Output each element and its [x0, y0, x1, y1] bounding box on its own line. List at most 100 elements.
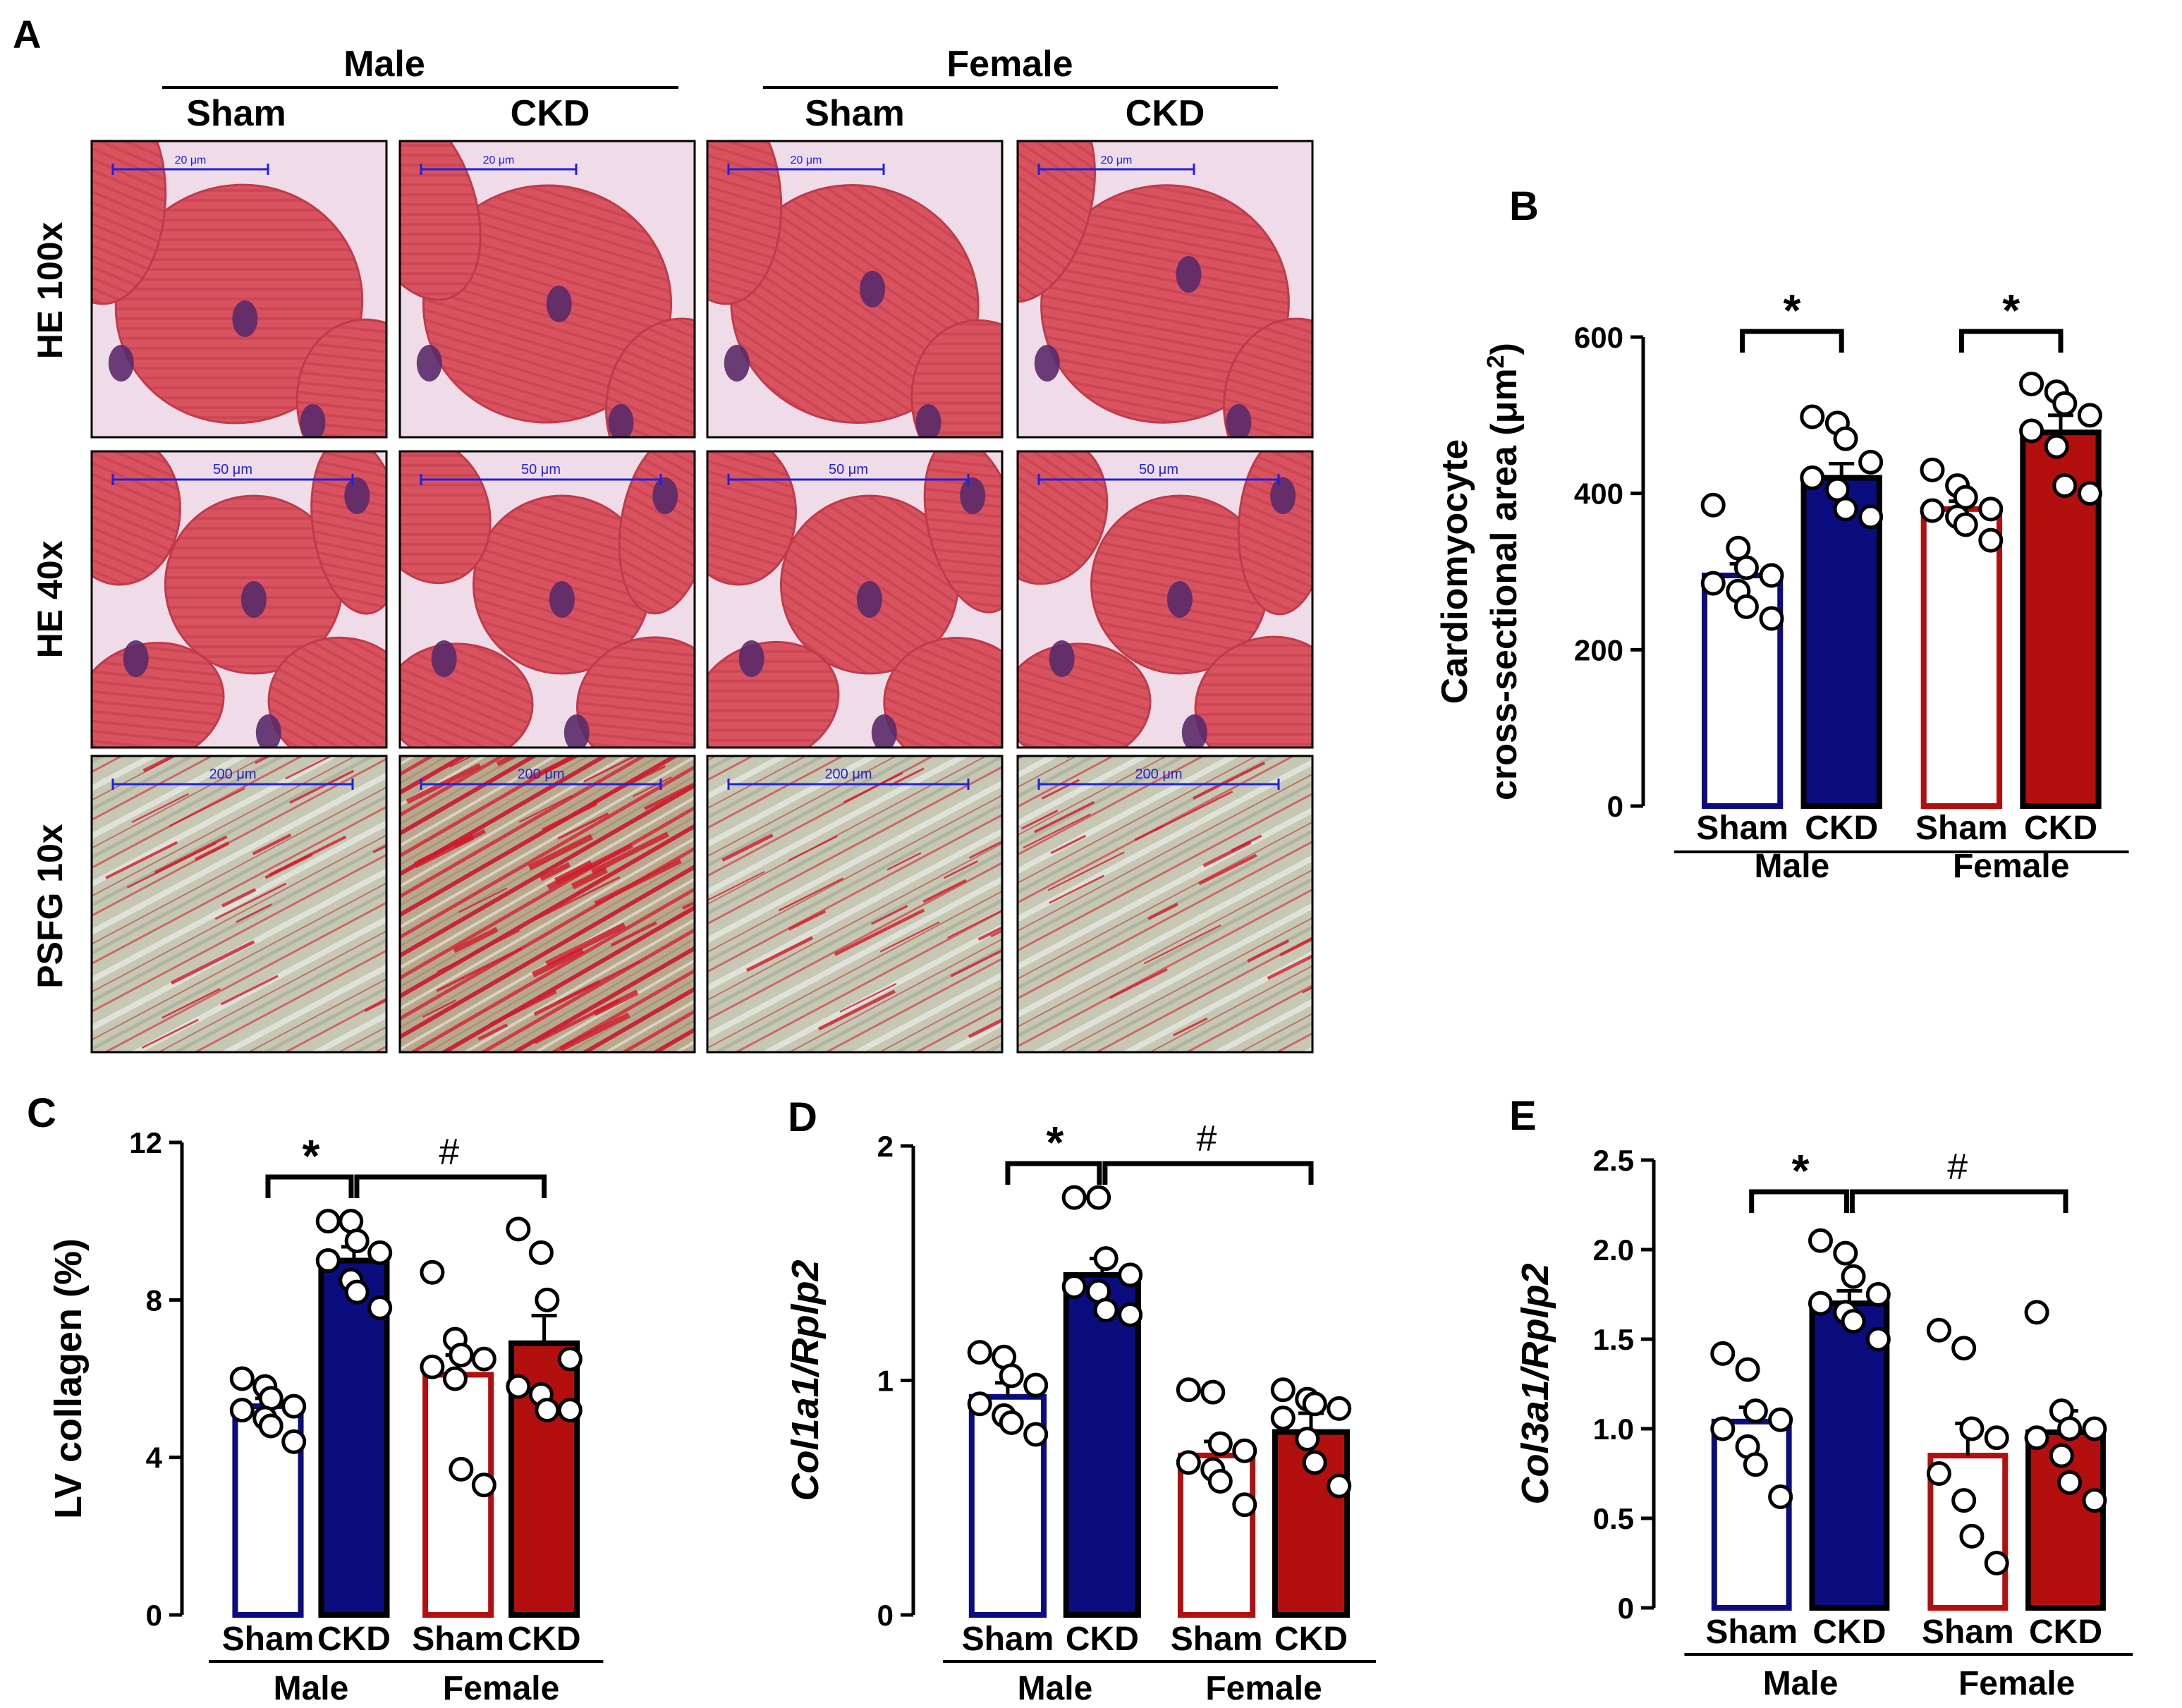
- y-tick-label: 600: [1574, 321, 1623, 354]
- nucleus: [108, 345, 134, 382]
- collagen-fiber: [142, 756, 178, 773]
- data-point: [1743, 1452, 1768, 1477]
- x-tick-label: CKD: [1805, 810, 1878, 847]
- data-point: [1953, 512, 1978, 537]
- scale-bar-label: 200 μm: [209, 767, 256, 782]
- data-point: [967, 1391, 992, 1417]
- data-point: [1858, 449, 1884, 475]
- panel-a: A Male Female Sham CKD Sham CKD HE 100x …: [13, 12, 1314, 1054]
- data-point: [1733, 594, 1759, 619]
- data-point: [1926, 1317, 1951, 1343]
- data-point: [1800, 404, 1825, 429]
- data-point: [339, 1209, 364, 1234]
- data-point: [1176, 1450, 1201, 1475]
- data-point: [1710, 1341, 1736, 1366]
- data-point: [535, 1398, 560, 1423]
- nucleus: [549, 581, 575, 618]
- micrograph-2-2: 50 μm: [398, 450, 696, 749]
- header-female: Female: [946, 44, 1073, 85]
- collagen-fiber: [1193, 761, 1266, 800]
- data-point: [506, 1216, 531, 1242]
- data-point: [1984, 1425, 2009, 1451]
- nucleus: [431, 640, 457, 677]
- data-point: [999, 1363, 1024, 1389]
- nucleus: [860, 271, 886, 307]
- nucleus: [856, 581, 882, 618]
- data-point: [1093, 1298, 1119, 1323]
- cardiomyocyte: [605, 317, 695, 437]
- collagen-fiber: [458, 887, 508, 913]
- nucleus: [1166, 581, 1193, 618]
- collagen-fiber: [170, 940, 255, 985]
- data-point: [1841, 1264, 1866, 1289]
- cardiomyocyte: [923, 451, 1002, 614]
- collagen-fiber: [1049, 874, 1105, 904]
- header-male: Male: [343, 44, 425, 85]
- collagen-fiber: [879, 921, 940, 953]
- nucleus: [546, 286, 572, 322]
- collagen-fiber: [1047, 851, 1125, 891]
- data-point: [2044, 434, 2069, 459]
- data-point: [1086, 1185, 1111, 1210]
- nucleus: [123, 640, 149, 677]
- data-point: [1920, 498, 1945, 523]
- collagen-fiber: [788, 910, 827, 931]
- bar-1: [232, 1403, 304, 1618]
- nucleus: [738, 640, 764, 677]
- data-point: [315, 1209, 341, 1234]
- data-point: [1023, 1372, 1049, 1398]
- collagen-fiber: [1198, 853, 1257, 886]
- micrograph-frame: [90, 755, 388, 1054]
- cardiomyocyte: [707, 451, 797, 586]
- significance-bracket: [354, 1174, 547, 1198]
- group-label-male: Male: [1763, 1665, 1839, 1702]
- nucleus: [724, 345, 750, 382]
- data-point: [1176, 1377, 1201, 1403]
- data-point: [2057, 1416, 2083, 1441]
- significance-marker: *: [1792, 1145, 1810, 1196]
- data-point: [1768, 1484, 1793, 1510]
- scale-bar-label: 20 μm: [175, 154, 207, 166]
- collagen-fiber: [141, 1018, 199, 1049]
- row-label-he100: HE 100x: [30, 222, 70, 360]
- collagen-fiber: [843, 771, 903, 804]
- y-tick-label: 1.0: [1593, 1413, 1634, 1446]
- micrograph-1-1: 20 μm: [90, 140, 388, 439]
- data-point: [2082, 1416, 2107, 1441]
- collagen-fiber: [1109, 968, 1168, 999]
- collagen-fiber: [1020, 810, 1059, 830]
- group-label-female: Female: [1958, 1665, 2075, 1702]
- header-group-4: CKD: [1126, 93, 1205, 134]
- collagen-fiber: [778, 877, 844, 912]
- micrograph-frame: [90, 450, 388, 749]
- nucleus: [1034, 345, 1060, 382]
- nucleus: [416, 345, 442, 382]
- collagen-fiber: [559, 1012, 630, 1052]
- nucleus: [915, 404, 941, 437]
- significance-bracket: [1958, 329, 2064, 353]
- x-tick-label: Sham: [1171, 1621, 1263, 1658]
- collagen-fiber: [594, 858, 682, 906]
- collagen-fiber: [1267, 954, 1312, 980]
- x-tick-label: CKD: [1812, 1614, 1886, 1651]
- data-point: [471, 1472, 496, 1498]
- cardiomyocyte: [883, 637, 1002, 748]
- collagen-fiber: [372, 844, 386, 854]
- panel-label: C: [27, 1090, 56, 1136]
- collagen-fiber: [252, 833, 292, 855]
- x-tick-label: Sham: [1915, 810, 2008, 847]
- collagen-fiber: [1050, 834, 1087, 855]
- micrograph-frame: [706, 140, 1004, 439]
- significance-marker: #: [1196, 1118, 1217, 1159]
- collagen-fiber: [946, 910, 1002, 939]
- nucleus: [232, 300, 258, 337]
- data-point: [1700, 492, 1726, 518]
- nucleus: [1270, 477, 1296, 514]
- micrograph-3-4: 200 μm: [1016, 755, 1314, 1054]
- data-point: [506, 1374, 531, 1399]
- data-point: [2077, 403, 2102, 428]
- data-point: [1200, 1379, 1226, 1405]
- collagen-fiber: [422, 999, 457, 1018]
- data-point: [367, 1240, 393, 1265]
